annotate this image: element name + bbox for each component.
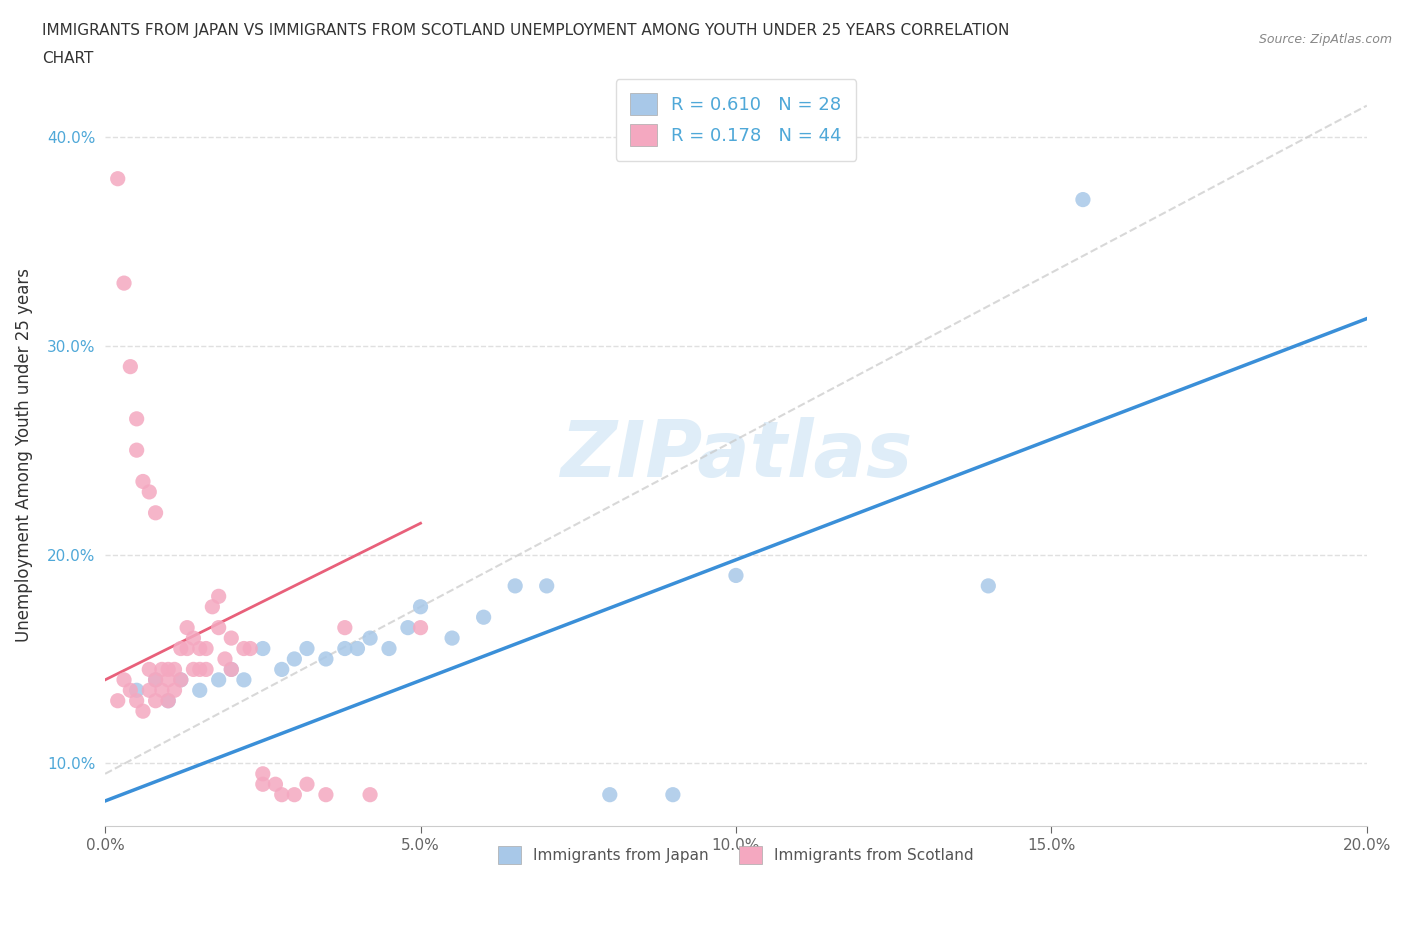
Point	[163, 662, 186, 677]
Point	[295, 777, 318, 791]
Point	[157, 662, 180, 677]
Text: IMMIGRANTS FROM JAPAN VS IMMIGRANTS FROM SCOTLAND UNEMPLOYMENT AMONG YOUTH UNDER: IMMIGRANTS FROM JAPAN VS IMMIGRANTS FROM…	[42, 23, 1010, 38]
Point	[214, 652, 236, 667]
Text: ZIPatlas: ZIPatlas	[560, 418, 912, 494]
Point	[208, 672, 231, 687]
Point	[252, 766, 274, 781]
Point	[409, 599, 432, 614]
Point	[239, 641, 262, 656]
Point	[409, 620, 432, 635]
Point	[724, 568, 747, 583]
Point	[441, 631, 464, 645]
Point	[378, 641, 401, 656]
Point	[157, 693, 180, 708]
Point	[132, 704, 155, 719]
Point	[125, 683, 148, 698]
Point	[232, 672, 254, 687]
Point	[359, 631, 381, 645]
Point	[138, 683, 160, 698]
Point	[188, 641, 211, 656]
Legend: Immigrants from Japan, Immigrants from Scotland: Immigrants from Japan, Immigrants from S…	[492, 840, 980, 870]
Point	[145, 672, 167, 687]
Point	[150, 683, 173, 698]
Point	[145, 505, 167, 520]
Point	[195, 662, 218, 677]
Point	[219, 662, 242, 677]
Point	[315, 788, 337, 803]
Point	[107, 693, 129, 708]
Point	[112, 275, 135, 290]
Point	[346, 641, 368, 656]
Point	[170, 672, 193, 687]
Text: Source: ZipAtlas.com: Source: ZipAtlas.com	[1258, 33, 1392, 46]
Point	[188, 683, 211, 698]
Point	[333, 620, 356, 635]
Point	[503, 578, 526, 593]
Point	[176, 641, 198, 656]
Point	[252, 641, 274, 656]
Point	[977, 578, 1000, 593]
Point	[107, 171, 129, 186]
Point	[396, 620, 419, 635]
Point	[157, 693, 180, 708]
Point	[157, 672, 180, 687]
Point	[1071, 193, 1094, 207]
Point	[315, 652, 337, 667]
Point	[120, 683, 142, 698]
Point	[662, 788, 685, 803]
Point	[132, 474, 155, 489]
Point	[170, 641, 193, 656]
Point	[359, 788, 381, 803]
Point	[283, 652, 305, 667]
Point	[270, 662, 292, 677]
Point	[163, 683, 186, 698]
Point	[270, 788, 292, 803]
Point	[283, 788, 305, 803]
Point	[145, 672, 167, 687]
Point	[264, 777, 287, 791]
Point	[138, 662, 160, 677]
Point	[333, 641, 356, 656]
Point	[195, 641, 218, 656]
Point	[112, 672, 135, 687]
Point	[295, 641, 318, 656]
Point	[138, 485, 160, 499]
Point	[145, 693, 167, 708]
Text: CHART: CHART	[42, 51, 94, 66]
Point	[188, 662, 211, 677]
Point	[183, 631, 205, 645]
Point	[125, 411, 148, 426]
Point	[252, 777, 274, 791]
Point	[183, 662, 205, 677]
Point	[170, 672, 193, 687]
Point	[150, 662, 173, 677]
Point	[232, 641, 254, 656]
Point	[176, 620, 198, 635]
Point	[201, 599, 224, 614]
Point	[208, 589, 231, 604]
Point	[219, 631, 242, 645]
Point	[472, 610, 495, 625]
Point	[208, 620, 231, 635]
Y-axis label: Unemployment Among Youth under 25 years: Unemployment Among Youth under 25 years	[15, 269, 32, 643]
Point	[125, 693, 148, 708]
Point	[120, 359, 142, 374]
Point	[219, 662, 242, 677]
Point	[125, 443, 148, 458]
Point	[599, 788, 621, 803]
Point	[536, 578, 558, 593]
